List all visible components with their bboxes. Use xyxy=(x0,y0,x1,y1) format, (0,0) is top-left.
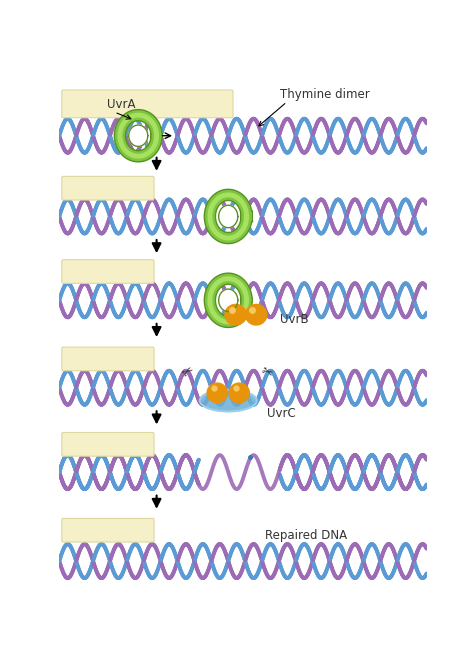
FancyBboxPatch shape xyxy=(62,347,154,371)
Text: Repaired DNA: Repaired DNA xyxy=(265,529,347,542)
Text: UvrA: UvrA xyxy=(107,98,136,111)
Text: UvrB: UvrB xyxy=(280,313,308,326)
Polygon shape xyxy=(128,125,148,146)
Text: UvrC: UvrC xyxy=(267,407,296,420)
Ellipse shape xyxy=(200,390,257,411)
Ellipse shape xyxy=(207,383,228,403)
Polygon shape xyxy=(219,289,238,311)
Ellipse shape xyxy=(225,305,246,325)
Text: ✂: ✂ xyxy=(259,363,275,381)
FancyBboxPatch shape xyxy=(62,432,154,456)
FancyBboxPatch shape xyxy=(62,518,154,542)
Text: Thymine dimer: Thymine dimer xyxy=(280,88,369,101)
FancyBboxPatch shape xyxy=(62,90,233,118)
Ellipse shape xyxy=(229,383,249,403)
Text: ✂: ✂ xyxy=(179,363,197,381)
FancyBboxPatch shape xyxy=(62,176,154,200)
Ellipse shape xyxy=(246,305,267,325)
Polygon shape xyxy=(219,205,238,228)
FancyBboxPatch shape xyxy=(62,260,154,283)
